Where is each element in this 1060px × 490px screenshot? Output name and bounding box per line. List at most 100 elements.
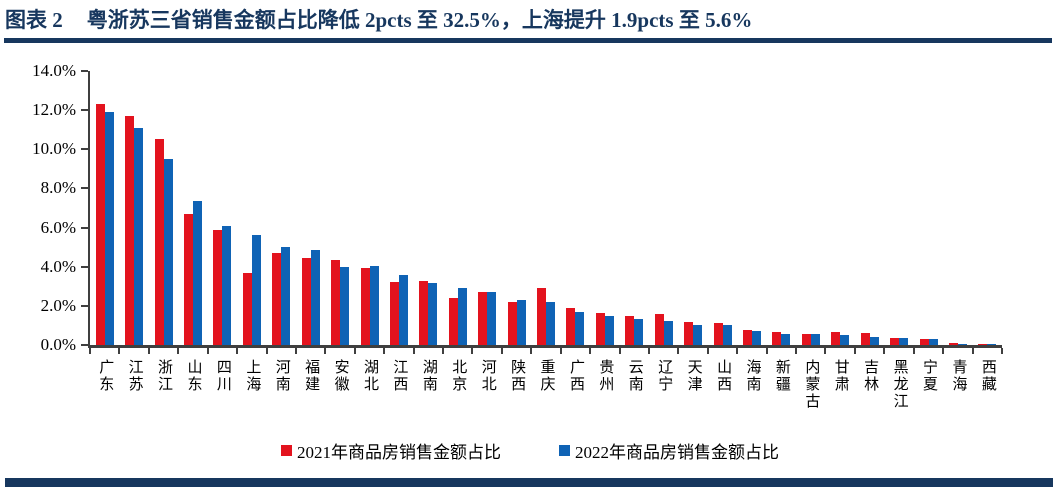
x-tick-label: 河南 [267, 359, 296, 410]
bar-2021 [272, 253, 282, 345]
y-axis: 0.0% 2.0% 4.0% 6.0% 8.0% 10.0% 12.0% 14.0% [10, 62, 88, 354]
bar-2021 [948, 343, 958, 345]
figure-label: 图表 2 [5, 8, 63, 32]
x-tick-mark [795, 348, 797, 354]
bar-2022 [251, 235, 261, 345]
x-tick-label: 海南 [737, 359, 766, 410]
bar-group [737, 71, 766, 345]
y-tick-mark [81, 304, 88, 307]
y-tick-label: 0.0% [40, 335, 76, 354]
x-tick-mark [619, 348, 621, 354]
y-tick-label: 4.0% [40, 256, 76, 276]
bar-group [119, 71, 148, 345]
bar-group [678, 71, 707, 345]
x-tick-label-text: 云南 [626, 359, 643, 393]
bar-2022 [428, 283, 438, 345]
x-tick-label-text: 辽宁 [656, 359, 673, 393]
y-tick-label: 8.0% [40, 178, 76, 198]
bar-group [796, 71, 825, 345]
bar-2022 [840, 335, 850, 345]
bar-2021 [831, 332, 841, 345]
y-tick-mark [81, 344, 88, 346]
x-tick-label: 甘肃 [826, 359, 855, 410]
x-tick-label: 北京 [443, 359, 472, 410]
x-tick-label: 江西 [384, 359, 413, 410]
bar-2021 [772, 332, 782, 345]
plot-wrap: 广东 江苏 浙江 山东 四川 上海 河南 福建 安徽 湖北 江西 湖南 北京 河北 陕西 重庆 广西 贵州 云南 辽宁… [81, 70, 1003, 410]
x-tick-mark [530, 348, 532, 354]
x-tick-label: 重庆 [531, 359, 560, 410]
bar-2021 [595, 313, 605, 345]
legend-swatch-2022 [559, 445, 570, 456]
x-tick-label-text: 黑龙江 [891, 359, 908, 410]
bar-group [237, 71, 266, 345]
legend: 2021年商品房销售金额占比 2022年商品房销售金额占比 [0, 438, 1060, 463]
x-tick-label-text: 吉林 [862, 359, 879, 393]
bar-group [208, 71, 237, 345]
x-tick-mark [736, 348, 738, 354]
bar-2022 [340, 267, 350, 345]
y-tick-label: 6.0% [40, 217, 76, 237]
x-axis-labels: 广东 江苏 浙江 山东 四川 上海 河南 福建 安徽 湖北 江西 湖南 北京 河北 陕西 重庆 广西 贵州 云南 辽宁… [90, 359, 1002, 410]
x-tick-label-text: 宁夏 [921, 359, 938, 393]
x-tick-label-text: 福建 [303, 359, 320, 393]
x-tick-label-text: 安徽 [332, 359, 349, 393]
bar-2021 [154, 139, 164, 345]
bar-group [355, 71, 384, 345]
x-tick-label-text: 天津 [685, 359, 702, 393]
bar-2021 [713, 323, 723, 345]
bar-2021 [978, 344, 988, 345]
x-tick-label: 云南 [620, 359, 649, 410]
x-tick-label-text: 广西 [567, 359, 584, 393]
bar-2022 [928, 339, 938, 345]
bar-group [472, 71, 501, 345]
bar-group [855, 71, 884, 345]
x-tick-mark [501, 348, 503, 354]
x-tick-mark [89, 348, 91, 354]
x-tick-mark [413, 348, 415, 354]
bar-2021 [860, 333, 870, 345]
x-tick-label: 山东 [178, 359, 207, 410]
x-tick-mark [295, 348, 297, 354]
bar-2022 [134, 128, 144, 345]
bar-group [325, 71, 354, 345]
bar-2022 [663, 321, 673, 345]
plot-area [81, 70, 1002, 348]
bar-2021 [507, 302, 517, 345]
x-tick-label-text: 上海 [244, 359, 261, 393]
y-tick-label: 10.0% [32, 139, 76, 159]
bar-2022 [192, 201, 202, 345]
x-tick-mark [883, 348, 885, 354]
x-tick-label-text: 江苏 [126, 359, 143, 393]
bar-2021 [301, 258, 311, 345]
x-tick-label-text: 内蒙古 [803, 359, 820, 410]
bar-2021 [419, 281, 429, 345]
x-tick-mark [207, 348, 209, 354]
bar-2022 [369, 266, 379, 345]
x-tick-mark [560, 348, 562, 354]
bar-2021 [625, 316, 635, 345]
y-tick-mark [81, 70, 88, 72]
x-tick-label-text: 重庆 [538, 359, 555, 393]
x-tick-mark [589, 348, 591, 354]
bar-2021 [95, 104, 105, 345]
x-tick-label: 青海 [943, 359, 972, 410]
bar-2022 [516, 300, 526, 345]
footer-divider [5, 478, 1053, 487]
bar-2022 [281, 247, 291, 345]
x-tick-mark [648, 348, 650, 354]
legend-label-2022: 2022年商品房销售金额占比 [575, 443, 779, 462]
x-tick-label-text: 广东 [97, 359, 114, 393]
bar-group [884, 71, 913, 345]
x-tick-label-text: 西藏 [979, 359, 996, 393]
bar-group [590, 71, 619, 345]
x-tick-label: 内蒙古 [796, 359, 825, 410]
x-tick-mark [942, 348, 944, 354]
x-tick-mark [236, 348, 238, 354]
x-tick-mark [442, 348, 444, 354]
x-tick-label: 宁夏 [914, 359, 943, 410]
bar-2022 [222, 226, 232, 345]
legend-label-2021: 2021年商品房销售金额占比 [297, 443, 501, 462]
x-tick-label: 安徽 [325, 359, 354, 410]
x-tick-label: 黑龙江 [884, 359, 913, 410]
